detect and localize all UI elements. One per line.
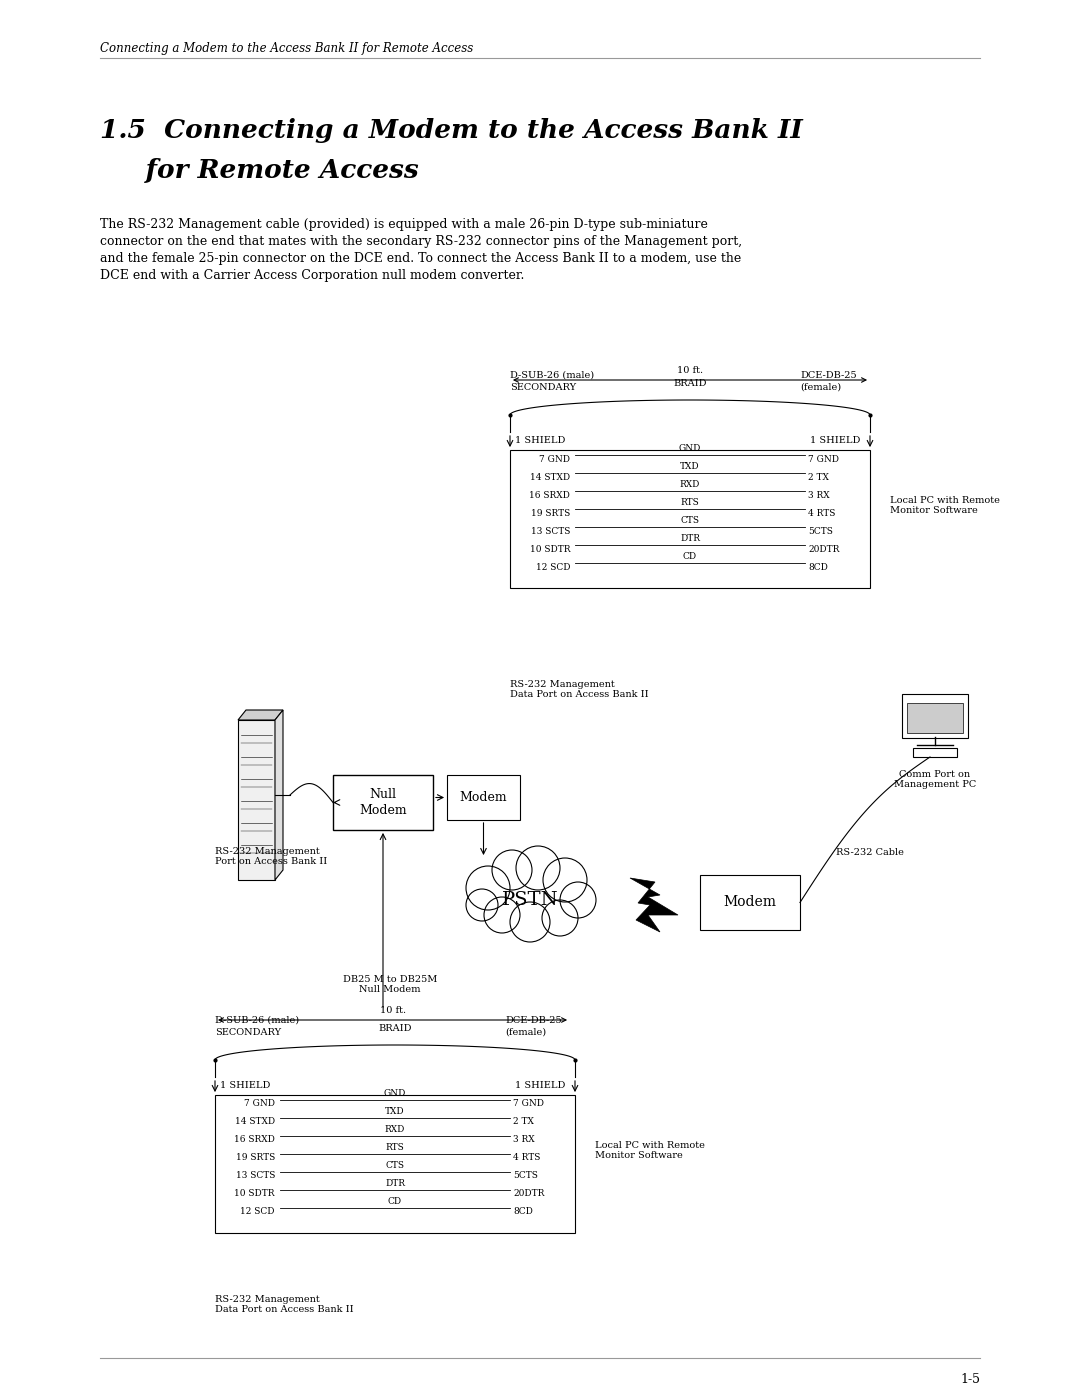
Text: RTS: RTS (680, 497, 700, 507)
Text: CD: CD (388, 1197, 402, 1206)
FancyBboxPatch shape (913, 747, 957, 757)
Text: 14 STXD: 14 STXD (234, 1118, 275, 1126)
Text: CTS: CTS (386, 1161, 405, 1171)
Text: RTS: RTS (386, 1143, 404, 1153)
Text: DTR: DTR (384, 1179, 405, 1187)
Text: GND: GND (679, 444, 701, 453)
Text: 4 RTS: 4 RTS (513, 1154, 540, 1162)
Text: 20DTR: 20DTR (808, 545, 839, 553)
Text: 19 SRTS: 19 SRTS (235, 1154, 275, 1162)
Text: 14 STXD: 14 STXD (530, 472, 570, 482)
Text: 10 SDTR: 10 SDTR (529, 545, 570, 553)
Text: PSTN: PSTN (502, 891, 558, 909)
Text: 1 SHIELD: 1 SHIELD (220, 1081, 270, 1090)
Circle shape (465, 888, 498, 921)
FancyBboxPatch shape (238, 719, 275, 880)
Text: Modem: Modem (460, 791, 508, 805)
Text: 10 ft.: 10 ft. (380, 1006, 406, 1016)
Text: CTS: CTS (680, 515, 700, 525)
Text: The RS-232 Management cable (provided) is equipped with a male 26-pin D-type sub: The RS-232 Management cable (provided) i… (100, 218, 707, 231)
Text: SECONDARY: SECONDARY (510, 383, 576, 393)
Text: 13 SCTS: 13 SCTS (235, 1172, 275, 1180)
FancyBboxPatch shape (333, 775, 433, 830)
Text: TXD: TXD (680, 462, 700, 471)
Text: 13 SCTS: 13 SCTS (530, 527, 570, 535)
Text: Null
Modem: Null Modem (360, 788, 407, 816)
Text: DCE end with a Carrier Access Corporation null modem converter.: DCE end with a Carrier Access Corporatio… (100, 270, 525, 282)
Circle shape (492, 849, 532, 890)
FancyBboxPatch shape (510, 450, 870, 588)
Text: 1 SHIELD: 1 SHIELD (810, 436, 861, 446)
Text: 1.5  Connecting a Modem to the Access Bank II: 1.5 Connecting a Modem to the Access Ban… (100, 117, 802, 142)
Text: Local PC with Remote
Monitor Software: Local PC with Remote Monitor Software (890, 496, 1000, 515)
Text: 16 SRXD: 16 SRXD (529, 490, 570, 500)
FancyBboxPatch shape (902, 694, 968, 738)
Circle shape (465, 866, 510, 909)
Text: Connecting a Modem to the Access Bank II for Remote Access: Connecting a Modem to the Access Bank II… (100, 42, 473, 54)
Text: Modem: Modem (724, 895, 777, 909)
Circle shape (542, 900, 578, 936)
Text: TXD: TXD (386, 1106, 405, 1116)
Circle shape (516, 847, 561, 890)
Text: Local PC with Remote
Monitor Software: Local PC with Remote Monitor Software (595, 1141, 705, 1161)
Text: DCE-DB-25: DCE-DB-25 (505, 1016, 562, 1025)
Text: RXD: RXD (679, 481, 700, 489)
Text: 12 SCD: 12 SCD (536, 563, 570, 571)
Text: CD: CD (683, 552, 697, 562)
Circle shape (561, 882, 596, 918)
Text: RS-232 Cable: RS-232 Cable (836, 848, 904, 856)
Text: 10 SDTR: 10 SDTR (234, 1189, 275, 1199)
Circle shape (543, 858, 588, 902)
Text: 5CTS: 5CTS (808, 527, 833, 535)
Text: GND: GND (383, 1090, 406, 1098)
Text: 7 GND: 7 GND (539, 454, 570, 464)
Polygon shape (238, 710, 283, 719)
Text: RS-232 Management
Port on Access Bank II: RS-232 Management Port on Access Bank II (215, 847, 327, 866)
Text: DTR: DTR (680, 534, 700, 543)
Text: Comm Port on
Management PC: Comm Port on Management PC (894, 770, 976, 789)
Text: 20DTR: 20DTR (513, 1189, 544, 1199)
Text: D-SUB-26 (male): D-SUB-26 (male) (215, 1016, 299, 1025)
Text: 3 RX: 3 RX (513, 1136, 535, 1144)
Text: BRAID: BRAID (673, 379, 706, 388)
Text: for Remote Access: for Remote Access (100, 158, 419, 183)
Text: 5CTS: 5CTS (513, 1172, 538, 1180)
Text: 1 SHIELD: 1 SHIELD (515, 1081, 565, 1090)
Text: 16 SRXD: 16 SRXD (234, 1136, 275, 1144)
Text: 7 GND: 7 GND (513, 1099, 544, 1108)
Text: 8CD: 8CD (808, 563, 828, 571)
Text: 8CD: 8CD (513, 1207, 532, 1217)
Text: 4 RTS: 4 RTS (808, 509, 835, 517)
Polygon shape (275, 710, 283, 880)
Text: DCE-DB-25: DCE-DB-25 (800, 372, 856, 380)
Text: 2 TX: 2 TX (808, 472, 828, 482)
Text: 12 SCD: 12 SCD (241, 1207, 275, 1217)
FancyBboxPatch shape (447, 775, 519, 820)
Text: 2 TX: 2 TX (513, 1118, 534, 1126)
Text: 1 SHIELD: 1 SHIELD (515, 436, 565, 446)
Text: 7 GND: 7 GND (808, 454, 839, 464)
Circle shape (484, 897, 519, 933)
Text: 3 RX: 3 RX (808, 490, 829, 500)
FancyBboxPatch shape (700, 875, 800, 930)
FancyBboxPatch shape (215, 1095, 575, 1234)
Text: RS-232 Management
Data Port on Access Bank II: RS-232 Management Data Port on Access Ba… (510, 680, 649, 700)
Text: RS-232 Management
Data Port on Access Bank II: RS-232 Management Data Port on Access Ba… (215, 1295, 353, 1315)
Text: 1-5: 1-5 (960, 1373, 980, 1386)
Text: D-SUB-26 (male): D-SUB-26 (male) (510, 372, 594, 380)
Text: 10 ft.: 10 ft. (677, 366, 703, 374)
Text: 19 SRTS: 19 SRTS (530, 509, 570, 517)
Text: connector on the end that mates with the secondary RS-232 connector pins of the : connector on the end that mates with the… (100, 235, 742, 249)
Text: BRAID: BRAID (378, 1024, 411, 1032)
Text: RXD: RXD (384, 1125, 405, 1134)
Text: DB25 M to DB25M
Null Modem: DB25 M to DB25M Null Modem (342, 975, 437, 995)
Text: and the female 25-pin connector on the DCE end. To connect the Access Bank II to: and the female 25-pin connector on the D… (100, 251, 741, 265)
Text: SECONDARY: SECONDARY (215, 1028, 281, 1037)
FancyBboxPatch shape (907, 703, 963, 733)
Text: (female): (female) (505, 1028, 546, 1037)
Circle shape (510, 902, 550, 942)
Text: (female): (female) (800, 383, 841, 393)
Text: 7 GND: 7 GND (244, 1099, 275, 1108)
Polygon shape (630, 877, 678, 932)
